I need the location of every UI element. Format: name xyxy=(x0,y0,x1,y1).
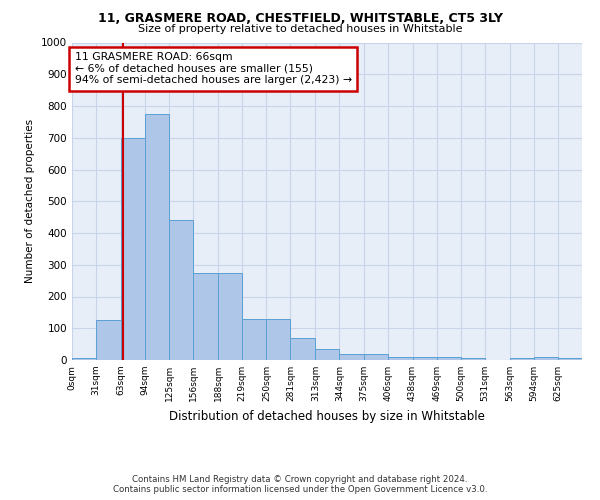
Bar xyxy=(558,358,582,360)
Bar xyxy=(413,357,437,360)
Bar xyxy=(388,357,413,360)
Bar xyxy=(193,272,218,360)
Bar xyxy=(509,358,534,360)
Bar xyxy=(121,138,145,360)
Bar xyxy=(437,357,461,360)
X-axis label: Distribution of detached houses by size in Whitstable: Distribution of detached houses by size … xyxy=(169,410,485,422)
Bar xyxy=(534,357,558,360)
Bar xyxy=(96,320,121,360)
Bar xyxy=(290,338,316,360)
Text: Contains HM Land Registry data © Crown copyright and database right 2024.
Contai: Contains HM Land Registry data © Crown c… xyxy=(113,474,487,494)
Text: 11 GRASMERE ROAD: 66sqm
← 6% of detached houses are smaller (155)
94% of semi-de: 11 GRASMERE ROAD: 66sqm ← 6% of detached… xyxy=(74,52,352,85)
Bar xyxy=(461,358,485,360)
Bar xyxy=(316,349,340,360)
Bar xyxy=(364,354,388,360)
Bar xyxy=(218,272,242,360)
Bar xyxy=(72,358,96,360)
Text: 11, GRASMERE ROAD, CHESTFIELD, WHITSTABLE, CT5 3LY: 11, GRASMERE ROAD, CHESTFIELD, WHITSTABL… xyxy=(97,12,503,26)
Bar xyxy=(169,220,193,360)
Y-axis label: Number of detached properties: Number of detached properties xyxy=(25,119,35,284)
Bar xyxy=(145,114,169,360)
Bar xyxy=(242,318,266,360)
Bar xyxy=(340,354,364,360)
Text: Size of property relative to detached houses in Whitstable: Size of property relative to detached ho… xyxy=(138,24,462,34)
Bar xyxy=(266,318,290,360)
